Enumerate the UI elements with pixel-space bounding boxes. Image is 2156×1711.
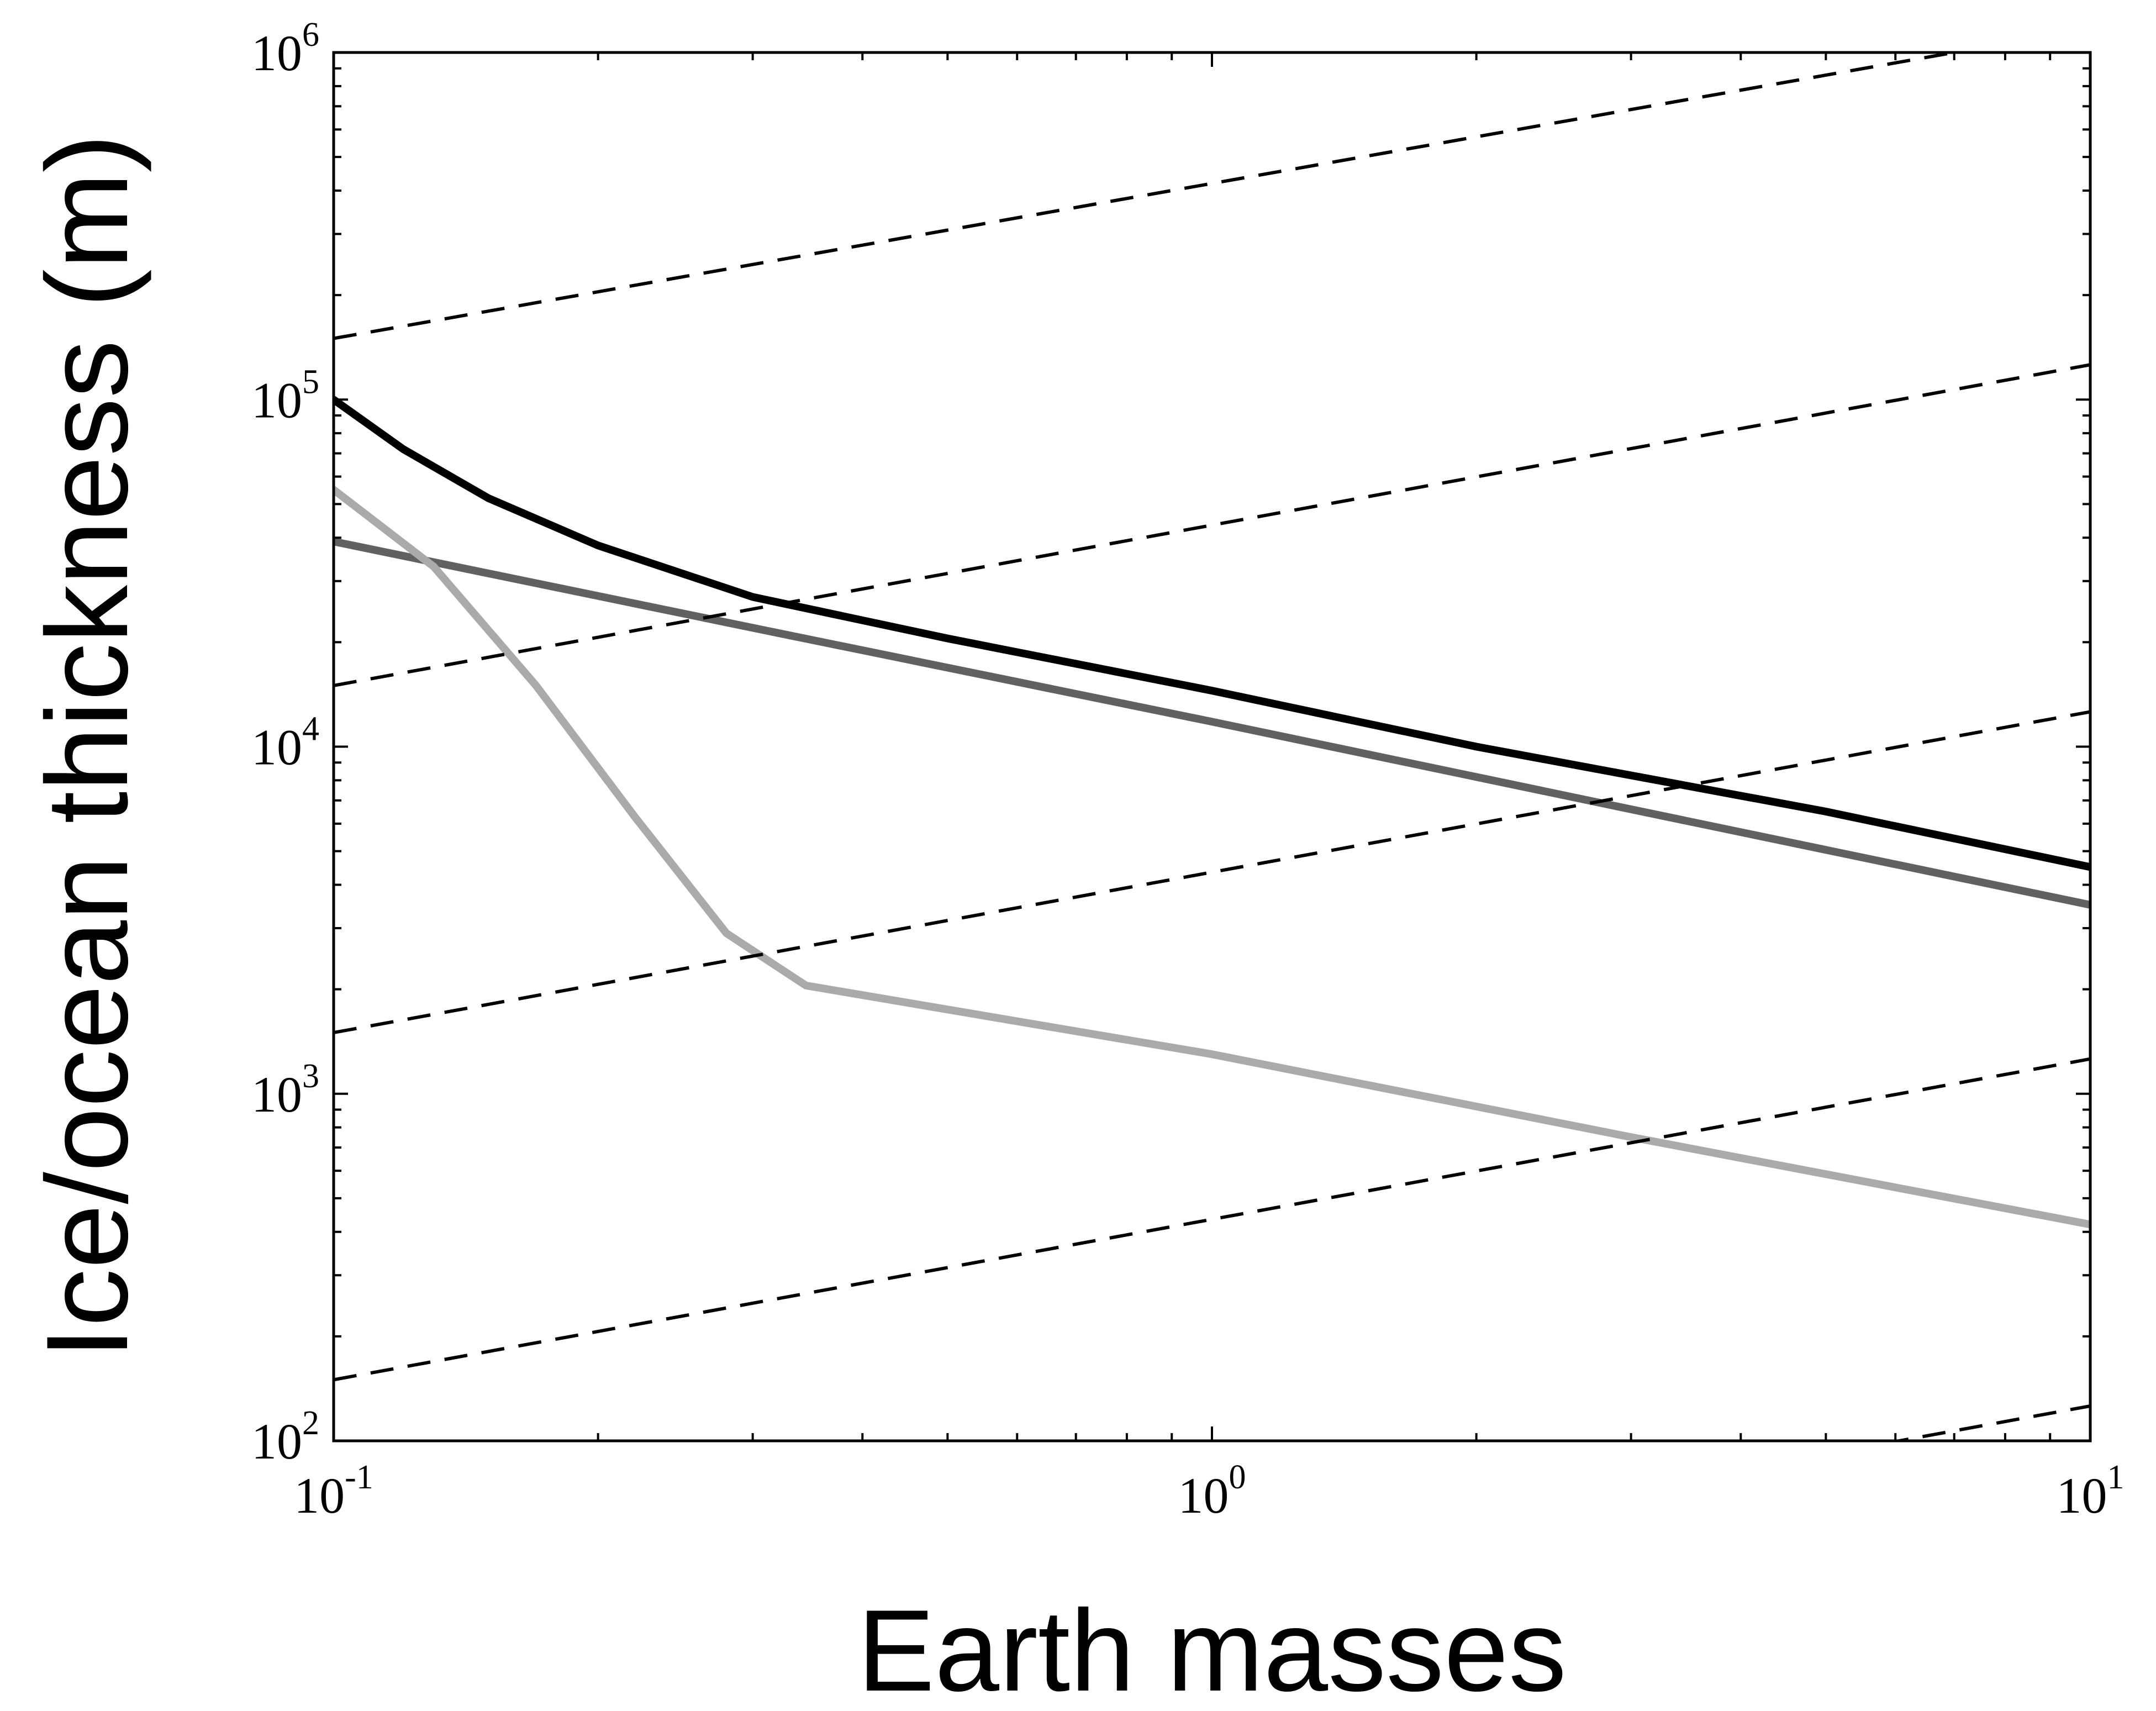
y-tick-label: 102 [251,1404,319,1470]
solid-curve-1 [334,396,2090,871]
x-tick-label: 10-1 [294,1459,373,1524]
solid-curve-3 [334,486,2090,1229]
series-layer [334,52,2090,1441]
x-tick-label: 101 [2057,1459,2125,1524]
plot-frame [332,51,2092,1442]
dashed-line-6 [334,710,2090,1035]
y-tick-label: 104 [251,710,319,776]
y-tick-label: 103 [251,1057,319,1123]
y-tick-label: 106 [251,16,319,81]
y-axis-title: Ice/ocean thickness (m) [22,134,152,1359]
tick-labels-layer: 10-1 100 101 102 103 104 105 106 [251,16,2125,1524]
dashed-line-5 [334,363,2090,687]
solid-curve-2 [334,538,2090,909]
x-axis-title: Earth masses [857,1586,1567,1711]
dashed-line-7 [334,1057,2090,1382]
y-tick-label: 105 [251,363,319,428]
x-tick-label: 100 [1178,1459,1246,1524]
plot-area-background [334,52,2090,1441]
dashed-line-4 [334,52,1955,340]
